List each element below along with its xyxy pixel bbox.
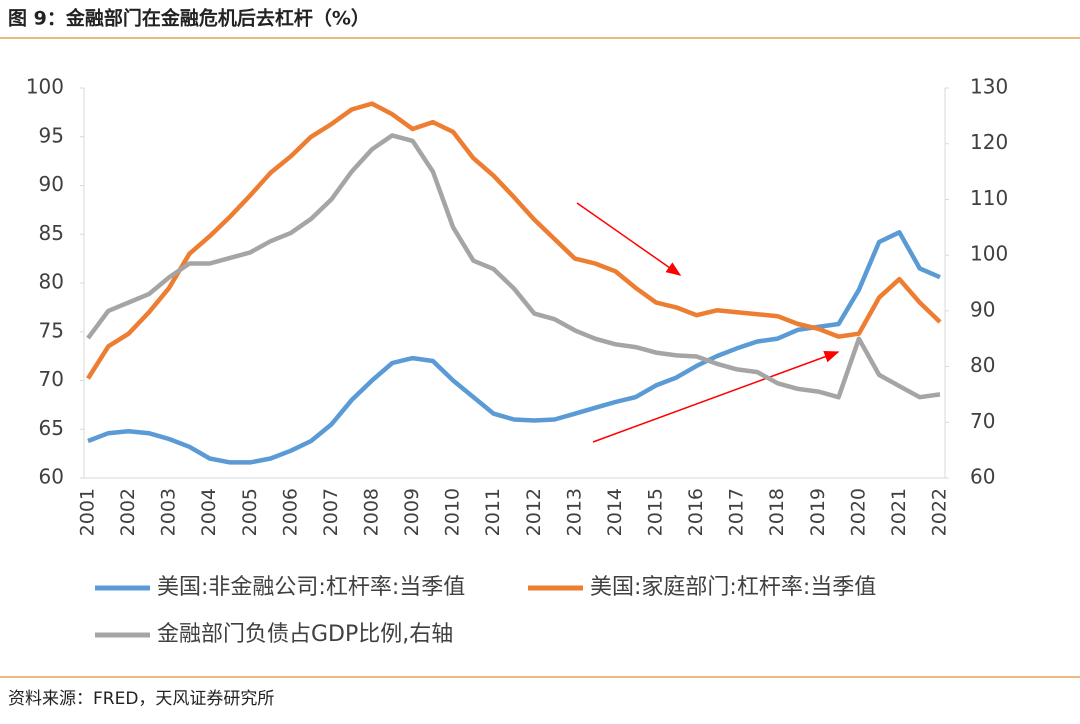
y-tick-label: 85 <box>39 221 64 245</box>
x-tick-label: 2002 <box>117 488 139 536</box>
x-tick-label: 2017 <box>726 488 748 536</box>
y-tick-label: 75 <box>39 318 64 342</box>
x-tick-label: 2022 <box>929 488 951 536</box>
legend-label: 金融部门负债占GDP比例,右轴 <box>157 622 453 647</box>
y2-tick-label: 80 <box>970 353 995 377</box>
arrow <box>576 202 682 276</box>
y2-tick-label: 70 <box>970 409 995 433</box>
y-tick-label: 60 <box>39 465 64 489</box>
arrow <box>592 351 840 443</box>
x-tick-label: 2003 <box>158 488 180 536</box>
x-tick-label: 2007 <box>320 488 342 536</box>
chart-title: 图 9：金融部门在金融危机后去杠杆（%） <box>8 7 370 30</box>
x-tick-label: 2015 <box>645 488 667 536</box>
x-tick-label: 2010 <box>442 488 464 536</box>
y-tick-label: 90 <box>39 172 64 196</box>
y-tick-label: 80 <box>39 270 64 294</box>
source: 资料来源：FRED，天风证券研究所 <box>8 689 274 709</box>
x-tick-label: 2020 <box>847 488 869 536</box>
legend-label: 美国:非金融公司:杠杆率:当季值 <box>157 575 465 600</box>
y2-tick-label: 110 <box>970 186 1008 210</box>
y2-tick-label: 60 <box>970 465 995 489</box>
x-tick-label: 2006 <box>279 488 301 536</box>
x-tick-label: 2021 <box>888 488 910 536</box>
series-line <box>86 133 941 400</box>
x-tick-label: 2001 <box>77 488 99 536</box>
series-line <box>86 101 942 380</box>
y2-tick-label: 90 <box>970 297 995 321</box>
y-tick-label: 70 <box>39 367 64 391</box>
x-tick-label: 2004 <box>198 488 220 536</box>
series-line <box>87 230 941 465</box>
x-tick-label: 2016 <box>685 488 707 536</box>
y2-tick-label: 120 <box>970 130 1008 154</box>
x-tick-label: 2009 <box>401 488 423 536</box>
y2-tick-label: 100 <box>970 242 1008 266</box>
x-tick-label: 2008 <box>361 488 383 536</box>
x-tick-label: 2012 <box>523 488 545 536</box>
y-tick-label: 100 <box>26 75 64 99</box>
x-tick-label: 2018 <box>766 488 788 536</box>
legend-label: 美国:家庭部门:杠杆率:当季值 <box>590 575 876 600</box>
x-tick-label: 2014 <box>604 488 626 536</box>
y-tick-label: 65 <box>39 416 64 440</box>
y2-tick-label: 130 <box>970 75 1008 99</box>
x-tick-label: 2011 <box>482 488 504 536</box>
x-tick-label: 2013 <box>563 488 585 536</box>
y-tick-label: 95 <box>39 123 64 147</box>
x-tick-label: 2005 <box>239 488 261 536</box>
x-tick-label: 2019 <box>807 488 829 536</box>
